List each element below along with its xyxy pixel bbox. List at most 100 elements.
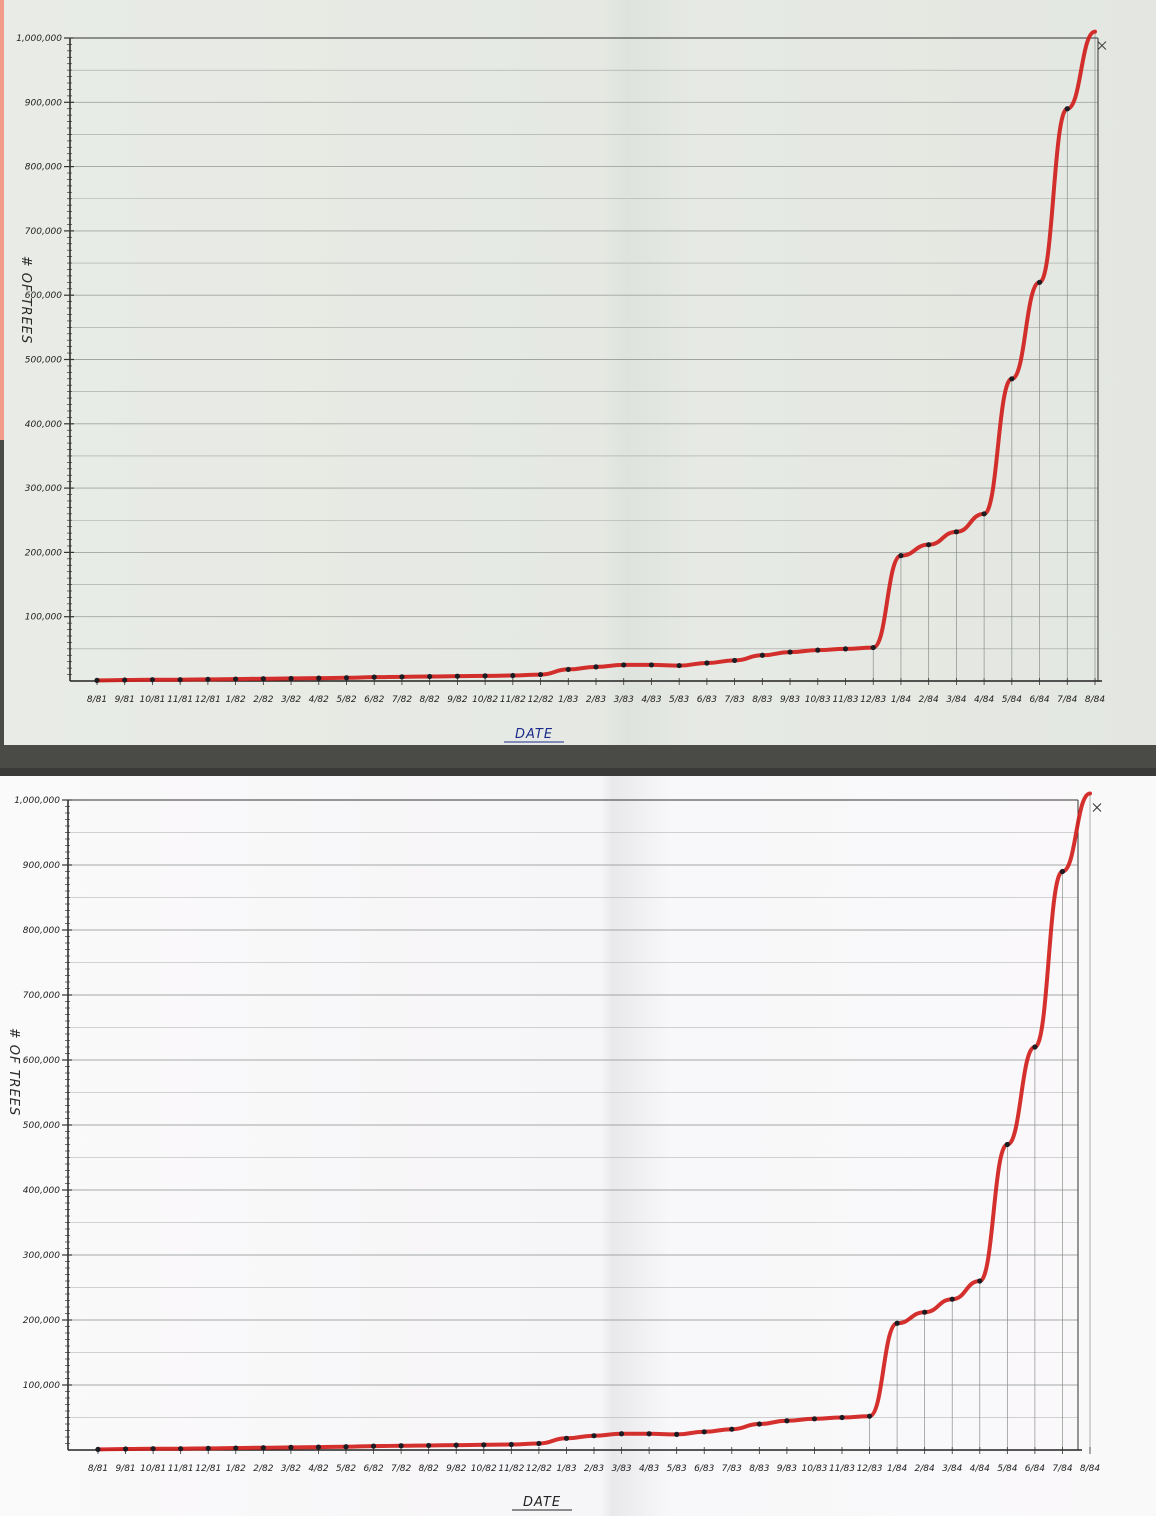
series-line	[95, 29, 1097, 683]
y-tick-label: 700,000	[23, 991, 60, 1001]
x-tick-label: 8/84	[1085, 695, 1105, 705]
graph-paper	[4, 0, 1156, 745]
x-tick-label: 6/83	[694, 1464, 714, 1474]
x-tick-label: 9/83	[780, 695, 800, 705]
data-point	[536, 1440, 542, 1447]
data-point	[482, 673, 488, 679]
data-point	[870, 644, 876, 651]
y-axis-label: # OF TREES	[6, 1028, 21, 1117]
y-tick-label: 600,000	[25, 291, 62, 301]
x-tick-label: 5/82	[336, 695, 356, 705]
data-point	[1036, 279, 1043, 285]
y-tick-label: 800,000	[23, 926, 60, 936]
y-tick-label: 500,000	[23, 1121, 60, 1131]
data-point	[1064, 106, 1070, 112]
data-point	[288, 1444, 294, 1450]
data-point	[288, 675, 294, 682]
graph-paper	[0, 776, 1156, 1516]
x-tick-label: 7/84	[1057, 695, 1077, 705]
x-tick-label: 4/83	[641, 695, 661, 705]
x-tick-label: 12/83	[857, 1464, 883, 1474]
data-point	[898, 553, 904, 559]
x-tick-label: 11/81	[168, 1464, 194, 1474]
data-point	[508, 1441, 514, 1448]
x-tick-label: 3/84	[946, 695, 966, 705]
y-tick-label: 100,000	[25, 613, 62, 623]
data-point	[149, 677, 156, 683]
data-point	[618, 1431, 625, 1437]
data-point	[842, 646, 849, 652]
data-point	[676, 662, 682, 669]
y-tick-label: 1,000,000	[14, 796, 60, 806]
x-tick-label: 7/83	[725, 695, 745, 705]
x-tick-label: 12/82	[526, 1464, 552, 1474]
data-point	[729, 1426, 735, 1432]
x-tick-label: 9/83	[777, 1464, 797, 1474]
data-point	[315, 1444, 322, 1450]
data-point	[537, 671, 544, 678]
x-tick-label: 12/81	[195, 1464, 221, 1474]
data-point	[1059, 868, 1066, 875]
data-point	[815, 647, 821, 653]
y-tick-label: 500,000	[25, 356, 62, 366]
y-tick-label: 1,000,000	[16, 34, 62, 44]
x-tick-label: 11/83	[829, 1464, 855, 1474]
data-point	[759, 652, 765, 658]
data-point	[732, 657, 738, 664]
x-tick-label: 6/82	[363, 1464, 383, 1474]
data-point	[565, 666, 571, 673]
y-axis-label: # OF TREES	[18, 256, 33, 345]
data-point	[316, 675, 322, 681]
x-tick-label: 10/81	[140, 1464, 166, 1474]
x-tick-label: 10/83	[801, 1464, 827, 1474]
data-point	[178, 1446, 184, 1452]
data-point	[787, 649, 793, 655]
y-tick-label: 900,000	[25, 98, 62, 108]
data-point	[949, 1296, 955, 1302]
data-point	[510, 672, 516, 679]
x-tick-label: 2/84	[915, 1464, 935, 1474]
data-point	[371, 674, 377, 680]
data-point	[922, 1309, 928, 1315]
y-tick-label: 100,000	[23, 1381, 60, 1391]
data-point	[398, 1443, 404, 1449]
x-tick-label: 6/84	[1025, 1464, 1045, 1474]
end-mark	[1097, 41, 1107, 50]
data-point	[1004, 1141, 1010, 1148]
y-tick-label: 400,000	[23, 1186, 60, 1196]
x-tick-label: 8/81	[88, 1464, 108, 1474]
x-tick-label: 2/83	[586, 695, 606, 705]
x-tick-label: 4/82	[308, 1464, 328, 1474]
x-tick-label: 10/82	[471, 1464, 497, 1474]
data-point	[811, 1416, 818, 1422]
data-point	[370, 1443, 377, 1449]
x-tick-label: 10/81	[139, 695, 165, 705]
x-tick-label: 11/81	[167, 695, 193, 705]
data-point	[260, 1445, 266, 1451]
x-tick-label: 4/84	[974, 695, 994, 705]
y-tick-label: 900,000	[23, 861, 60, 871]
data-point	[977, 1278, 983, 1284]
data-point	[621, 662, 627, 668]
y-tick-label: 400,000	[25, 420, 62, 430]
x-tick-label: 1/83	[558, 695, 578, 705]
y-tick-label: 300,000	[23, 1251, 60, 1261]
data-point	[177, 677, 183, 683]
end-mark	[1092, 803, 1102, 812]
x-tick-label: 4/82	[309, 695, 329, 705]
data-point	[343, 1444, 349, 1450]
x-tick-label: 10/83	[805, 695, 831, 705]
data-point	[839, 1414, 845, 1421]
x-tick-label: 1/84	[887, 1464, 907, 1474]
x-tick-label: 7/83	[722, 1464, 742, 1474]
x-tick-label: 11/83	[833, 695, 859, 705]
data-point	[1032, 1044, 1038, 1050]
x-tick-label: 2/84	[919, 695, 939, 705]
data-point	[866, 1413, 873, 1419]
x-tick-label: 11/82	[498, 1464, 524, 1474]
x-tick-label: 6/82	[364, 695, 384, 705]
x-tick-label: 3/82	[281, 1464, 301, 1474]
y-tick-label: 800,000	[25, 163, 62, 173]
data-point	[94, 677, 100, 683]
series-line	[96, 791, 1092, 1452]
